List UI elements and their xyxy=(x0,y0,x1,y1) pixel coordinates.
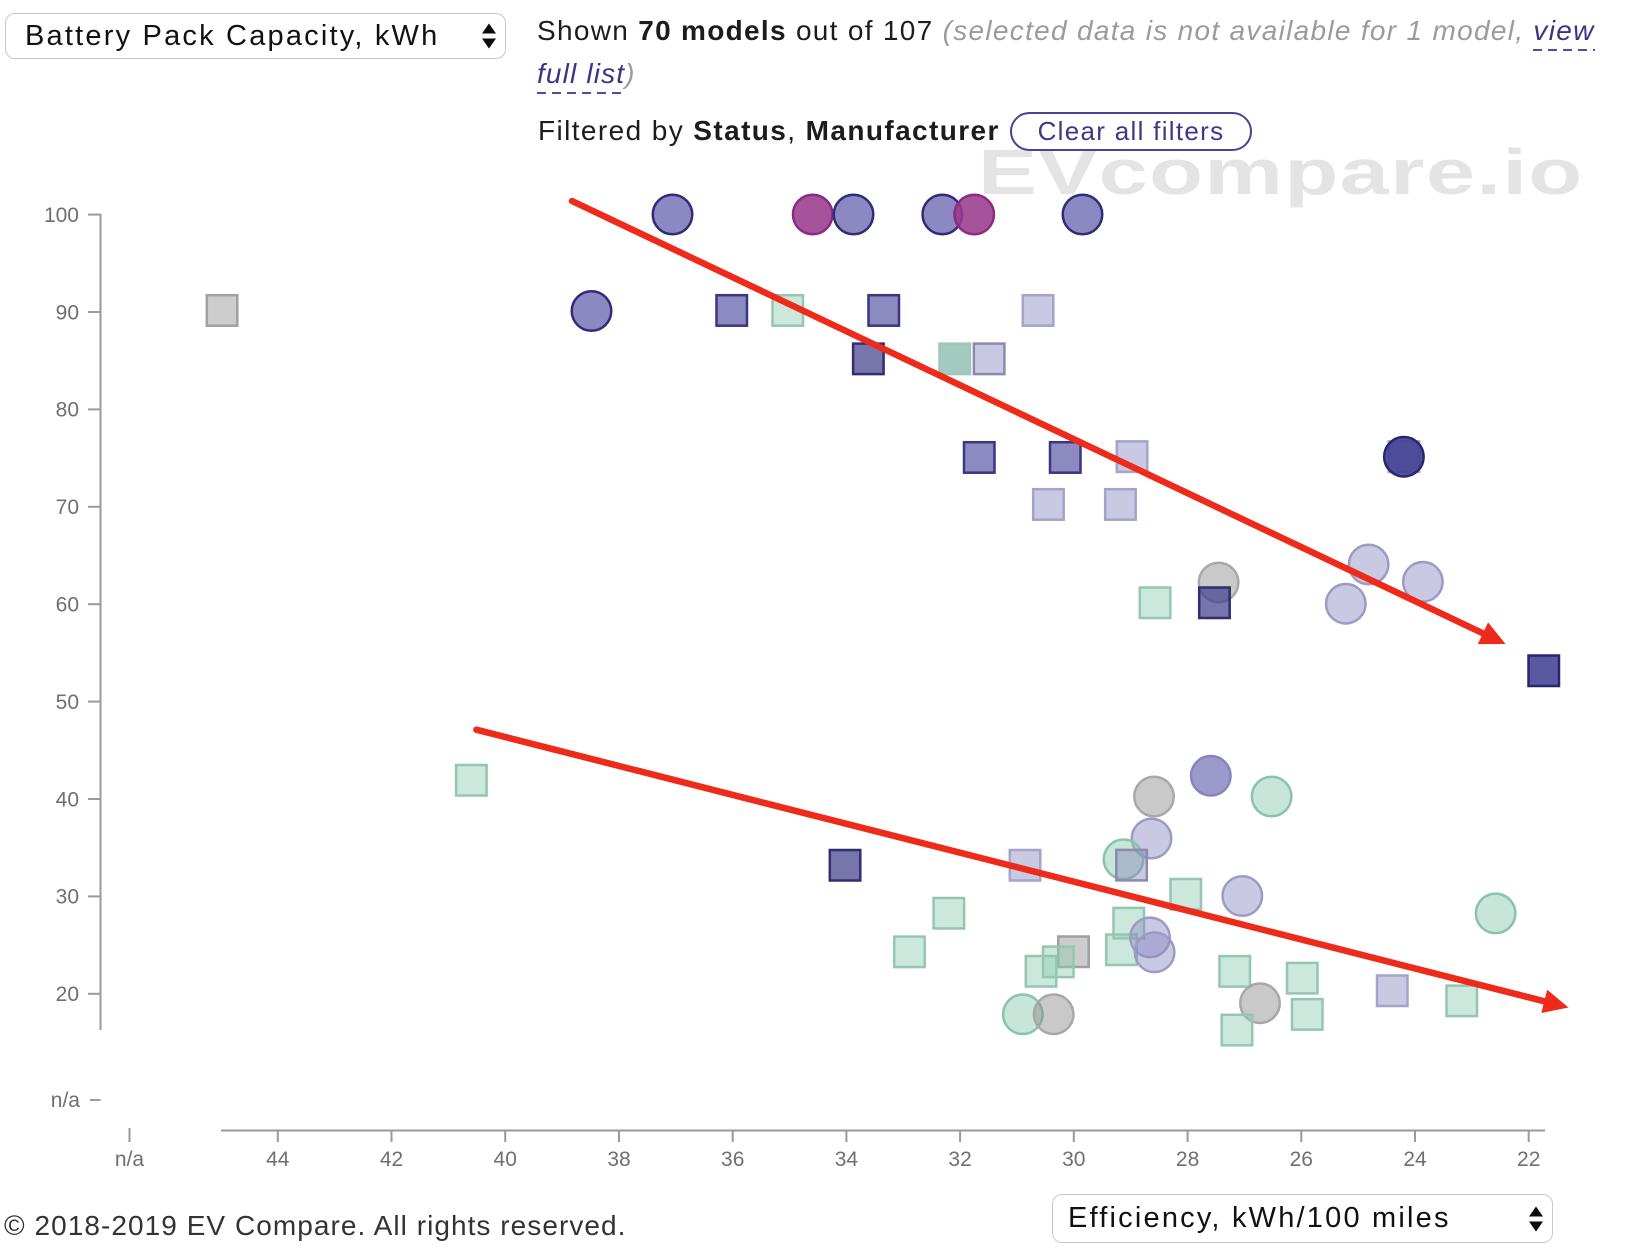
svg-text:38: 38 xyxy=(607,1148,630,1171)
svg-text:32: 32 xyxy=(948,1148,971,1171)
svg-text:40: 40 xyxy=(494,1148,517,1171)
svg-text:50: 50 xyxy=(56,691,79,714)
svg-text:100: 100 xyxy=(44,204,79,227)
svg-text:n/a: n/a xyxy=(115,1148,145,1171)
svg-text:n/a: n/a xyxy=(51,1089,81,1112)
svg-text:28: 28 xyxy=(1176,1148,1199,1171)
svg-text:22: 22 xyxy=(1517,1148,1540,1171)
svg-text:60: 60 xyxy=(56,594,79,617)
svg-text:70: 70 xyxy=(56,496,79,519)
svg-text:36: 36 xyxy=(721,1148,744,1171)
svg-text:20: 20 xyxy=(56,983,79,1006)
svg-text:24: 24 xyxy=(1403,1148,1427,1171)
svg-text:44: 44 xyxy=(266,1148,290,1171)
svg-text:90: 90 xyxy=(56,301,79,324)
svg-text:40: 40 xyxy=(56,788,79,811)
svg-text:42: 42 xyxy=(380,1148,403,1171)
svg-text:26: 26 xyxy=(1290,1148,1313,1171)
svg-text:34: 34 xyxy=(835,1148,859,1171)
svg-text:30: 30 xyxy=(1062,1148,1085,1171)
svg-text:80: 80 xyxy=(56,399,79,422)
svg-text:30: 30 xyxy=(56,886,79,909)
